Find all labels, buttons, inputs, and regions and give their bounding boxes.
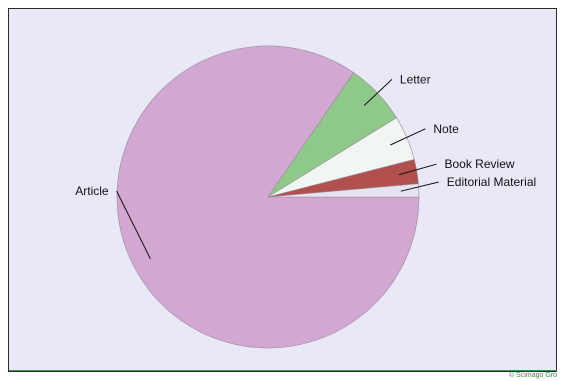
- pie-slice-editorial-material[interactable]: [267, 183, 420, 198]
- slice-label-letter: Letter: [400, 72, 431, 86]
- pie-slice-article[interactable]: [116, 45, 420, 349]
- footer-credit[interactable]: © Scimago Gro: [509, 372, 557, 379]
- slice-label-note: Note: [433, 122, 459, 136]
- pie-chart: Article Letter Note Book Review Editorial Ma…: [75, 45, 536, 349]
- leader-line-article: [116, 190, 151, 260]
- leader-line-letter: [363, 79, 393, 106]
- slice-label-article: Article: [75, 184, 109, 198]
- leader-line-book-review: [398, 163, 437, 176]
- slice-label-book-review: Book Review: [445, 157, 515, 171]
- slice-label-editorial-material: Editorial Material: [447, 175, 536, 189]
- leader-line-note: [390, 128, 426, 146]
- footer-divider: [9, 370, 557, 371]
- chart-area: Article Letter Note Book Review Editorial Ma…: [8, 8, 557, 372]
- leader-line-editorial-material: [400, 181, 439, 192]
